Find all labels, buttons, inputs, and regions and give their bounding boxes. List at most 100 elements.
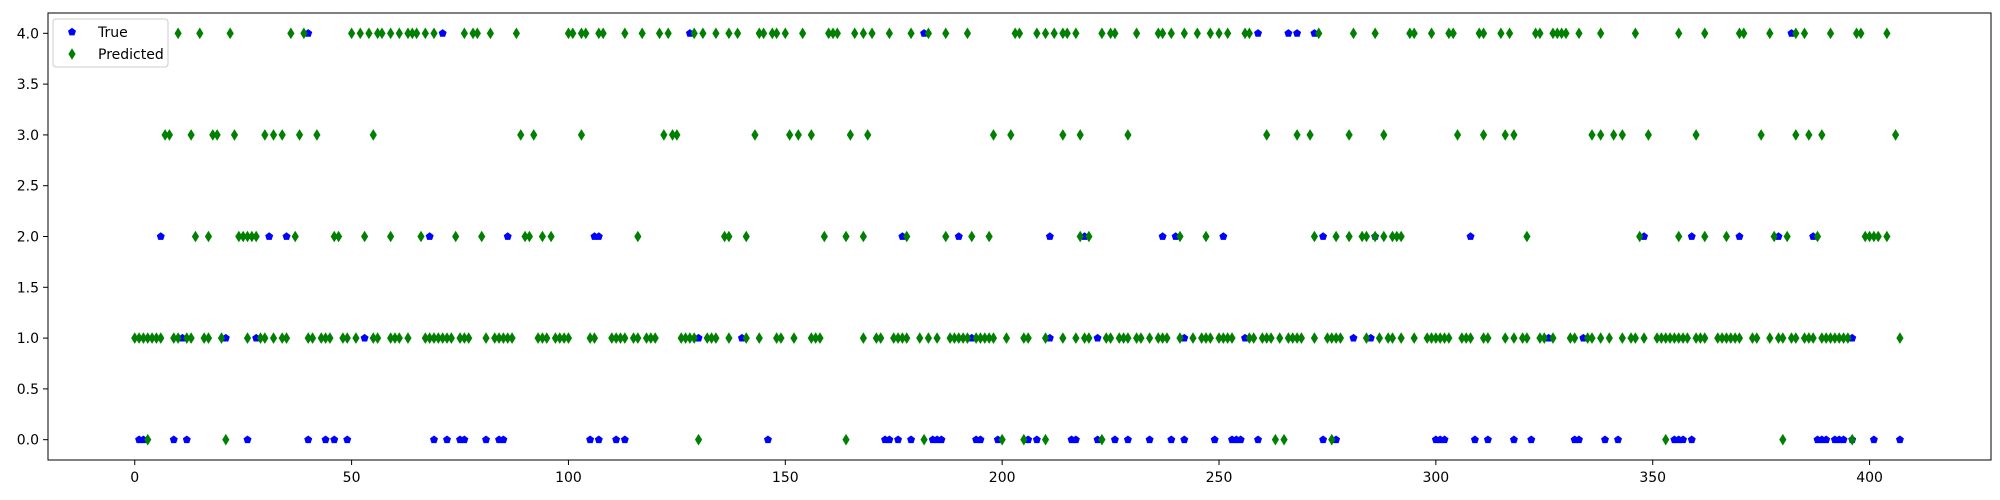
data-point-predicted — [1670, 332, 1678, 344]
data-point-predicted — [1206, 27, 1214, 40]
data-point-predicted — [1701, 332, 1709, 344]
data-point-predicted — [1653, 332, 1661, 344]
data-point-predicted — [872, 332, 880, 344]
data-point-predicted — [616, 332, 625, 344]
data-point-true — [1219, 232, 1228, 240]
data-point-predicted — [1826, 27, 1835, 40]
data-point-true — [1254, 29, 1263, 37]
x-tick-label: 50 — [343, 470, 361, 486]
data-point-predicted — [1180, 27, 1188, 40]
data-point-predicted — [243, 332, 252, 344]
data-point-predicted — [885, 27, 893, 40]
data-point-predicted — [1336, 332, 1345, 344]
data-point-true — [1735, 232, 1744, 240]
data-point-predicted — [1562, 27, 1570, 40]
data-point-predicted — [1371, 230, 1379, 243]
data-point-predicted — [985, 230, 993, 243]
data-point-predicted — [1189, 332, 1197, 344]
data-point-predicted — [1202, 230, 1210, 243]
data-point-predicted — [1033, 27, 1041, 40]
data-point-predicted — [989, 129, 998, 141]
data-point-predicted — [482, 332, 490, 344]
data-point-predicted — [183, 332, 191, 344]
data-point-predicted — [1154, 332, 1162, 344]
data-point-true — [156, 232, 165, 240]
data-point-predicted — [1080, 332, 1089, 344]
data-point-true — [330, 435, 339, 444]
data-point-predicted — [1618, 332, 1626, 344]
data-point-predicted — [621, 27, 629, 40]
data-point-predicted — [725, 27, 733, 40]
data-point-predicted — [681, 332, 690, 344]
data-point-predicted — [1176, 230, 1184, 243]
data-point-true — [594, 435, 603, 444]
data-point-predicted — [1722, 230, 1731, 243]
data-point-predicted — [1735, 332, 1744, 344]
data-point-predicted — [720, 230, 729, 243]
data-point-predicted — [261, 129, 269, 141]
data-point-true — [321, 435, 330, 444]
data-point-predicted — [955, 332, 963, 344]
data-point-predicted — [365, 27, 373, 40]
data-point-predicted — [1523, 230, 1531, 243]
data-point-predicted — [1106, 27, 1115, 40]
data-point-predicted — [1059, 129, 1067, 141]
data-point-predicted — [833, 27, 841, 40]
data-point-predicted — [707, 332, 716, 344]
data-point-true — [1319, 232, 1328, 240]
data-point-predicted — [1159, 332, 1167, 344]
data-point-predicted — [1553, 27, 1561, 40]
data-point-predicted — [1245, 332, 1253, 344]
data-point-predicted — [352, 332, 360, 344]
data-point-predicted — [1896, 332, 1904, 344]
data-point-predicted — [243, 230, 252, 243]
data-point-predicted — [135, 332, 143, 344]
data-point-predicted — [1041, 27, 1050, 40]
data-point-predicted — [447, 332, 455, 344]
data-point-predicted — [1848, 433, 1856, 446]
data-point-predicted — [733, 27, 742, 40]
data-point-predicted — [1883, 27, 1891, 40]
data-point-predicted — [369, 332, 377, 344]
data-point-predicted — [998, 433, 1006, 446]
data-point-predicted — [1276, 332, 1284, 344]
data-point-predicted — [148, 332, 156, 344]
data-point-predicted — [890, 332, 898, 344]
data-point-true — [1032, 435, 1041, 444]
data-point-predicted — [1380, 230, 1388, 243]
data-point-predicted — [1766, 27, 1774, 40]
data-point-predicted — [1397, 230, 1405, 243]
data-point-predicted — [1332, 332, 1340, 344]
data-point-predicted — [1891, 129, 1900, 141]
data-point-predicted — [1345, 129, 1353, 141]
data-point-predicted — [395, 332, 403, 344]
data-point-true — [1071, 435, 1080, 444]
data-point-true — [1110, 435, 1119, 444]
data-point-predicted — [1727, 332, 1735, 344]
data-point-predicted — [599, 27, 607, 40]
data-point-predicted — [1124, 129, 1132, 141]
data-point-predicted — [1844, 332, 1852, 344]
data-point-predicted — [460, 332, 468, 344]
data-point-predicted — [226, 27, 234, 40]
data-point-predicted — [699, 27, 707, 40]
data-point-predicted — [1241, 27, 1249, 40]
data-point-predicted — [1167, 27, 1175, 40]
data-point-predicted — [421, 27, 429, 40]
data-point-predicted — [465, 332, 473, 344]
data-point-predicted — [989, 332, 998, 344]
data-point-predicted — [1206, 332, 1214, 344]
data-point-true — [1687, 435, 1696, 444]
data-point-predicted — [196, 27, 204, 40]
data-point-predicted — [1852, 27, 1861, 40]
y-tick-label: 3.0 — [17, 128, 39, 144]
data-point-predicted — [139, 332, 148, 344]
data-point-predicted — [725, 332, 733, 344]
x-axis: 0 50 100 150 200 250 300 350 400 — [130, 460, 1883, 486]
data-point-predicted — [1345, 230, 1353, 243]
x-tick-label: 150 — [772, 470, 799, 486]
data-point-true — [763, 435, 772, 444]
y-tick-label: 0.5 — [17, 382, 39, 398]
data-point-true — [1210, 435, 1219, 444]
